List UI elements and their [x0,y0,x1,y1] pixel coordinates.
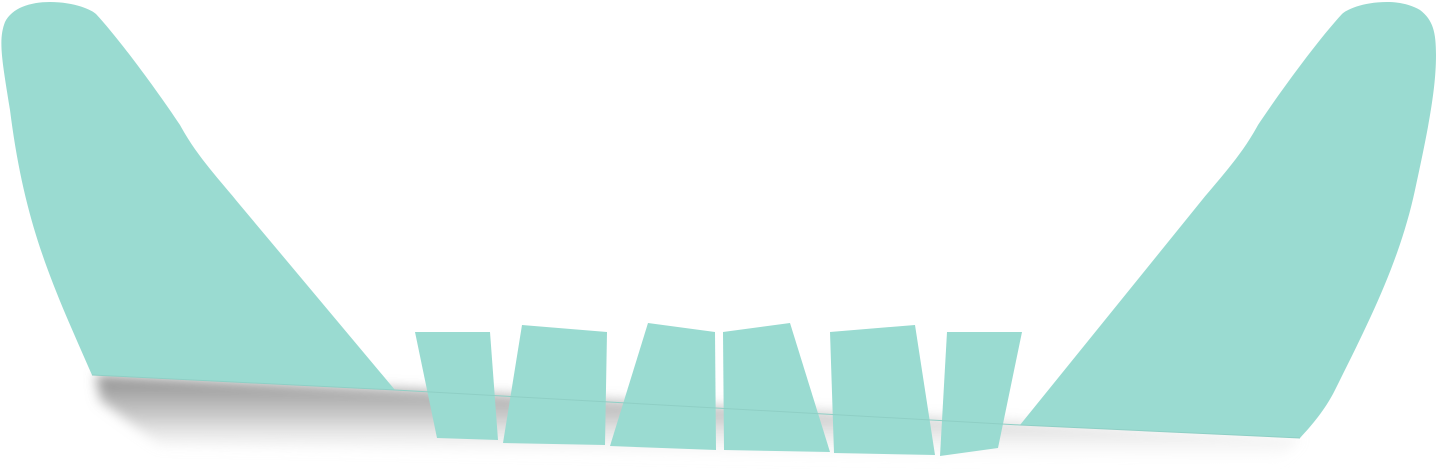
band-lower-edge [91,374,1301,439]
center-segment-2 [503,325,607,445]
center-segment-1 [415,332,498,440]
center-segment-3 [610,323,716,450]
center-segment-6 [940,332,1022,456]
left-wing-shape [1,2,395,390]
center-segment-5 [830,325,935,455]
center-segment-4 [723,323,830,452]
right-wing-shape [1020,2,1436,438]
